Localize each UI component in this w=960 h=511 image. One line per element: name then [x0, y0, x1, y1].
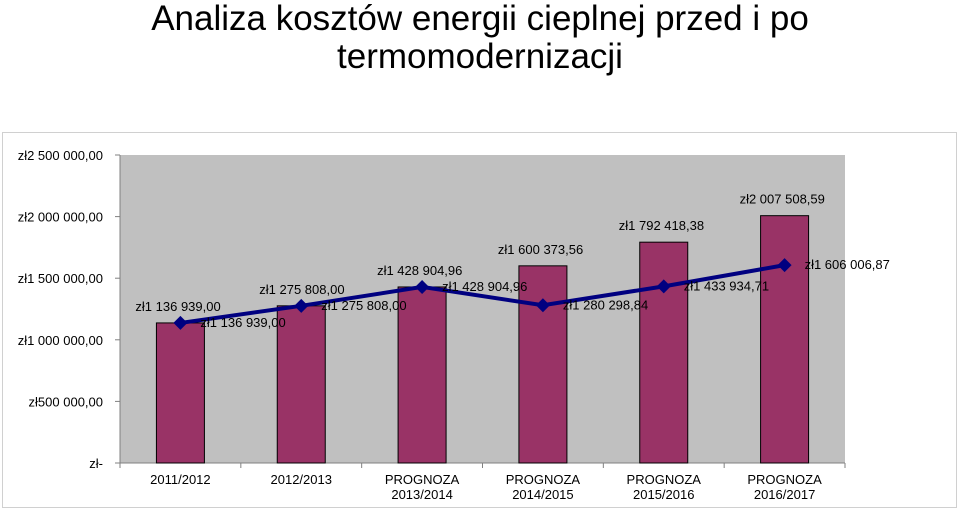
- line-marker: [777, 258, 792, 273]
- bar-data-label: zł2 007 508,59: [740, 192, 825, 207]
- x-tick-label: PROGNOZA 2016/2017: [747, 472, 822, 502]
- x-tick-label: PROGNOZA 2013/2014: [385, 472, 460, 502]
- x-tick-label: 2012/2013: [271, 472, 332, 487]
- title-line-2: termomodernizacji: [337, 37, 623, 76]
- bar-data-label: zł1 792 418,38: [619, 218, 704, 233]
- bar-data-label: zł1 600 373,56: [498, 242, 583, 257]
- y-tick-label: zł500 000,00: [29, 394, 103, 409]
- bar-data-label: zł1 428 904,96: [377, 263, 462, 278]
- plot-area: [120, 155, 845, 463]
- line-data-label: zł1 280 298,84: [563, 297, 648, 312]
- bar: [760, 215, 810, 464]
- line-marker: [535, 298, 550, 313]
- line-marker: [294, 298, 309, 313]
- y-tick-label: zł1 500 000,00: [18, 271, 103, 286]
- line-marker: [415, 279, 430, 294]
- y-tick-label: zł1 000 000,00: [18, 333, 103, 348]
- series-line: [180, 263, 785, 325]
- chart-title: Analiza kosztów energii cieplnej przed i…: [0, 0, 960, 76]
- y-tick-label: zł-: [89, 456, 103, 471]
- line-data-label: zł1 275 808,00: [321, 298, 406, 313]
- title-line-1: Analiza kosztów energii cieplnej przed i…: [151, 0, 809, 38]
- chart-frame: [2, 132, 957, 508]
- bar: [397, 286, 447, 464]
- y-tick-label: zł2 500 000,00: [18, 148, 103, 163]
- bar: [518, 265, 568, 464]
- x-tick-label: PROGNOZA 2014/2015: [506, 472, 581, 502]
- line-data-label: zł1 606 006,87: [805, 257, 890, 272]
- line-marker: [173, 315, 188, 330]
- bar-data-label: zł1 275 808,00: [259, 282, 344, 297]
- x-tick-label: PROGNOZA 2015/2016: [627, 472, 702, 502]
- line-marker: [656, 279, 671, 294]
- bar-data-label: zł1 136 939,00: [135, 299, 220, 314]
- x-tick-label: 2011/2012: [150, 472, 211, 487]
- y-tick-label: zł2 000 000,00: [18, 210, 103, 225]
- line-data-label: zł1 428 904,96: [442, 279, 527, 294]
- line-data-label: zł1 136 939,00: [200, 315, 285, 330]
- bar: [639, 241, 689, 464]
- line-data-label: zł1 433 934,71: [684, 278, 769, 293]
- bar: [155, 322, 205, 464]
